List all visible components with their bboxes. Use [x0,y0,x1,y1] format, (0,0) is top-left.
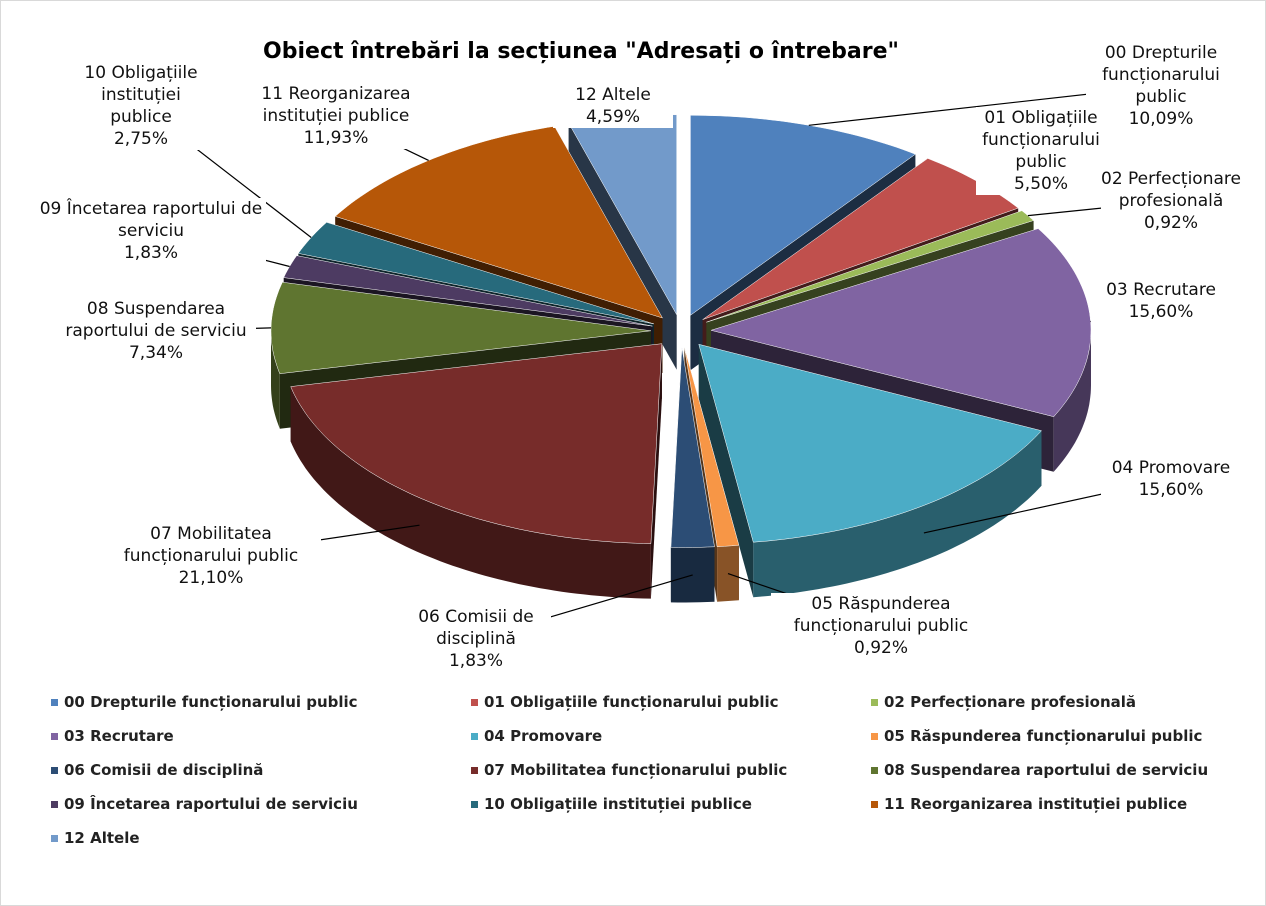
label-name: 00 Drepturile funcționarului public [1102,43,1220,107]
data-label: 02 Perfecționare profesională 0,92% [1101,168,1241,234]
legend-label: 01 Obligațiile funcționarului public [484,693,779,711]
slice-wall [290,386,651,599]
data-label: 08 Suspendarea raportului de serviciu 7,3… [56,298,256,364]
label-value: 21,10% [178,568,244,588]
legend-item: 09 Încetarea raportului de serviciu [51,795,358,813]
label-name: 03 Recrutare [1106,280,1216,300]
label-name: 10 Obligațiile instituției publice [84,63,198,127]
label-value: 1,83% [123,243,178,263]
legend-swatch [471,699,478,706]
legend-label: 09 Încetarea raportului de serviciu [64,795,358,813]
label-value: 2,75% [113,129,168,149]
data-label: 07 Mobilitatea funcționarului public 21,1… [101,523,321,589]
legend-swatch [471,733,478,740]
label-name: 07 Mobilitatea funcționarului public [123,524,299,566]
slice-side [650,343,662,599]
legend-swatch [471,767,478,774]
label-name: 08 Suspendarea raportului de serviciu [65,299,247,341]
label-name: 11 Reorganizarea instituției publice [261,84,411,126]
slice-side [698,344,754,598]
legend-item: 01 Obligațiile funcționarului public [471,693,779,711]
label-value: 11,93% [303,128,369,148]
data-label: 00 Drepturile funcționarului public 10,09… [1086,42,1236,130]
legend-item: 05 Răspunderea funcționarului public [871,727,1202,745]
legend-label: 12 Altele [64,829,140,847]
legend-item: 10 Obligațiile instituției publice [471,795,752,813]
label-value: 5,50% [1013,174,1068,194]
legend-item: 08 Suspendarea raportului de serviciu [871,761,1208,779]
slice [297,222,654,325]
label-value: 7,34% [128,343,183,363]
slice-wall [717,545,739,602]
legend-label: 11 Reorganizarea instituției publice [884,795,1188,813]
legend-swatch [51,699,58,706]
legend-item: 00 Drepturile funcționarului public [51,693,358,711]
data-label: 12 Altele 4,59% [553,84,673,128]
slice [290,343,663,544]
data-label: 04 Promovare 15,60% [1101,457,1241,501]
label-value: 10,09% [1128,109,1194,129]
slice-wall [670,546,715,603]
legend-label: 03 Recrutare [64,727,174,745]
label-value: 15,60% [1128,302,1194,322]
legend-label: 04 Promovare [484,727,603,745]
data-label: 01 Obligațiile funcționarului public 5,50… [976,107,1106,195]
data-label: 09 Încetarea raportului de serviciu 1,83% [36,198,266,264]
label-name: 02 Perfecționare profesională [1101,169,1241,211]
legend-swatch [871,767,878,774]
legend-swatch [871,801,878,808]
label-value: 4,59% [585,107,640,127]
legend-label: 10 Obligațiile instituției publice [484,795,752,813]
slice-wall [1053,330,1091,472]
legend-label: 05 Răspunderea funcționarului public [884,727,1203,745]
data-label: 10 Obligațiile instituției publice 2,75% [71,62,211,150]
legend-item: 02 Perfecționare profesională [871,693,1136,711]
legend-item: 07 Mobilitatea funcționarului public [471,761,787,779]
slice [684,347,740,547]
label-value: 15,60% [1138,480,1204,500]
legend-item: 12 Altele [51,829,140,847]
legend-item: 04 Promovare [471,727,602,745]
legend-swatch [871,699,878,706]
label-value: 0,92% [1143,213,1198,233]
data-label: 03 Recrutare 15,60% [1091,279,1231,323]
label-name: 05 Răspunderea funcționarului public [793,594,969,636]
slice-wall [753,430,1042,598]
data-label: 11 Reorganizarea instituției publice 11,9… [236,83,436,149]
slice [698,343,1042,543]
legend-label: 06 Comisii de disciplină [64,761,264,779]
label-value: 0,92% [853,638,908,658]
slice [706,210,1035,323]
legend-swatch [51,767,58,774]
label-name: 01 Obligațiile funcționarului public [982,108,1100,172]
legend-label: 08 Suspendarea raportului de serviciu [884,761,1209,779]
legend-swatch [51,733,58,740]
label-value: 1,83% [448,651,503,671]
legend-item: 03 Recrutare [51,727,174,745]
legend-label: 00 Drepturile funcționarului public [64,693,358,711]
data-label: 05 Răspunderea funcționarului public 0,92… [771,593,991,659]
legend-swatch [51,801,58,808]
slice [670,347,715,548]
label-name: 12 Altele [575,85,651,105]
slice-wall [271,330,280,429]
legend-label: 02 Perfecționare profesională [884,693,1137,711]
legend-item: 11 Reorganizarea instituției publice [871,795,1187,813]
chart-title: Obiect întrebări la secțiunea "Adresați … [263,39,899,64]
legend-swatch [871,733,878,740]
legend-label: 07 Mobilitatea funcționarului public [484,761,788,779]
label-name: 04 Promovare [1111,458,1231,478]
data-label: 06 Comisii de disciplină 1,83% [401,606,551,672]
legend-item: 06 Comisii de disciplină [51,761,263,779]
legend-swatch [51,835,58,842]
label-name: 09 Încetarea raportului de serviciu [39,199,263,241]
legend-swatch [471,801,478,808]
label-name: 06 Comisii de disciplină [418,607,534,649]
